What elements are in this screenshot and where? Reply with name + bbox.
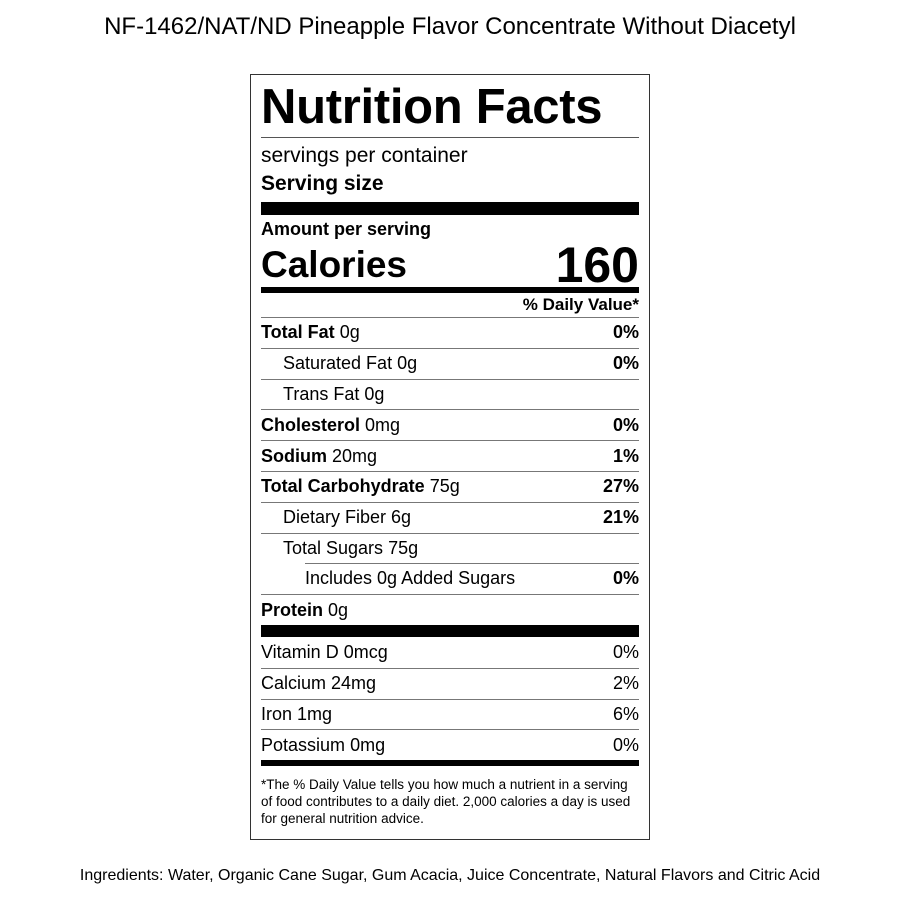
nutrient-amount: 20mg xyxy=(332,445,378,466)
rule xyxy=(261,287,639,293)
servings: servings per container xyxy=(261,144,468,167)
daily-value: 27% xyxy=(602,476,639,497)
nutrient-text: Saturated Fat 0g xyxy=(261,353,417,374)
nutrient-text: Trans Fat 0g xyxy=(261,384,384,405)
nutrient-name: Protein xyxy=(261,599,324,620)
nutrient-name: Sodium xyxy=(261,445,327,466)
nutrient-row: Cholesterol 0mg 0% xyxy=(261,409,639,440)
nutrient-text: Total Fat 0g xyxy=(261,322,360,343)
nutrient-name: Includes 0g Added Sugars xyxy=(305,568,516,589)
nutrient-text: Includes 0g Added Sugars xyxy=(261,568,515,589)
nutrient-row: Protein 0g xyxy=(261,594,639,625)
calories-label: Calories xyxy=(261,244,408,285)
daily-value: 0% xyxy=(612,414,639,435)
nutrient-row: Trans Fat 0g xyxy=(261,378,639,410)
nutrient-text: Potassium 0mg xyxy=(261,735,385,756)
nutrient-row: Total Sugars 75g xyxy=(261,532,639,564)
nutrient-text: Total Carbohydrate 75g xyxy=(261,476,460,497)
nutrient-amount: 24mg xyxy=(331,673,377,694)
daily-value: 2% xyxy=(612,673,639,694)
ingredients: Ingredients: Water, Organic Cane Sugar, … xyxy=(79,867,821,884)
nutrient-name: Iron xyxy=(261,703,293,724)
nutrient-row: Vitamin D 0mcg 0% xyxy=(261,637,639,668)
daily-value: 0% xyxy=(612,322,639,343)
dv-header: % Daily Value* xyxy=(522,295,639,314)
nutrient-name: Saturated Fat xyxy=(283,353,393,374)
nutrient-text: Dietary Fiber 6g xyxy=(261,507,411,528)
rule xyxy=(261,760,639,767)
nutrient-name: Total Sugars xyxy=(283,537,384,558)
nutrient-amount: 0g xyxy=(328,599,349,620)
daily-value: 0% xyxy=(612,641,639,662)
nutrient-amount: 75g xyxy=(388,537,419,558)
calories-value: 160 xyxy=(555,237,639,293)
nutrient-amount: 0mg xyxy=(365,414,401,435)
nutrient-row: Dietary Fiber 6g 21% xyxy=(261,501,639,533)
nutrient-amount: 0g xyxy=(339,322,360,343)
nutrient-name: Calcium xyxy=(261,673,327,694)
nutrient-text: Iron 1mg xyxy=(261,704,332,725)
product-title: NF-1462/NAT/ND Pineapple Flavor Concentr… xyxy=(104,13,796,40)
rule xyxy=(261,624,639,637)
daily-value: 1% xyxy=(612,445,639,466)
nutrient-row: Potassium 0mg 0% xyxy=(261,729,639,760)
nutrient-name: Cholesterol xyxy=(261,414,361,435)
nutrient-row: Total Fat 0g 0% xyxy=(261,317,639,348)
nutrient-amount: 0g xyxy=(397,353,418,374)
footnote: *The % Daily Value tells you how much a … xyxy=(261,777,631,827)
amount-per-serving: Amount per serving xyxy=(261,219,432,239)
nutrient-amount: 1mg xyxy=(297,703,333,724)
vitamin-list: Vitamin D 0mcg 0% Calcium 24mg 2% Iron 1mg 6%… xyxy=(261,637,639,760)
calories-row: Calories 160 xyxy=(261,237,639,293)
daily-value: 21% xyxy=(602,507,639,528)
nutrient-row: Saturated Fat 0g 0% xyxy=(261,347,639,379)
nutrient-name: Dietary Fiber xyxy=(283,507,387,528)
nutrient-text: Protein 0g xyxy=(261,600,348,621)
nutrition-label: Nutrition Facts servings per container S… xyxy=(250,74,650,840)
daily-value: 0% xyxy=(612,734,639,755)
nutrient-name: Vitamin D xyxy=(261,641,339,662)
nutrient-list: Total Fat 0g 0% Saturated Fat 0g 0% Trans Fa… xyxy=(261,317,639,625)
nutrient-name: Potassium xyxy=(261,734,346,755)
label-heading: Nutrition Facts xyxy=(261,77,639,138)
nutrient-row: Calcium 24mg 2% xyxy=(261,667,639,699)
nutrient-amount: 75g xyxy=(429,476,460,497)
nutrient-name: Trans Fat xyxy=(283,383,360,404)
nutrient-row: Iron 1mg 6% xyxy=(261,698,639,730)
nutrient-name: Total Carbohydrate xyxy=(261,476,425,497)
nutrient-row: Includes 0g Added Sugars 0% xyxy=(261,563,639,595)
nutrient-text: Calcium 24mg xyxy=(261,673,376,694)
rule xyxy=(261,202,639,215)
nutrient-text: Cholesterol 0mg xyxy=(261,415,400,436)
nutrient-amount: 0mcg xyxy=(343,641,388,662)
nutrient-name: Total Fat xyxy=(261,322,335,343)
daily-value: 0% xyxy=(612,568,639,589)
nutrient-amount: 0g xyxy=(364,383,385,404)
nutrient-row: Total Carbohydrate 75g 27% xyxy=(261,470,639,502)
nutrient-text: Sodium 20mg xyxy=(261,446,377,467)
nutrient-amount: 0mg xyxy=(350,734,386,755)
nutrient-amount: 6g xyxy=(391,507,412,528)
serving-size: Serving size xyxy=(261,172,384,195)
daily-value: 0% xyxy=(612,353,639,374)
servings-block: servings per container Serving size xyxy=(261,138,639,202)
nutrient-row: Sodium 20mg 1% xyxy=(261,440,639,471)
nutrient-text: Vitamin D 0mcg xyxy=(261,642,388,663)
daily-value: 6% xyxy=(612,703,639,724)
nutrient-text: Total Sugars 75g xyxy=(261,538,418,559)
